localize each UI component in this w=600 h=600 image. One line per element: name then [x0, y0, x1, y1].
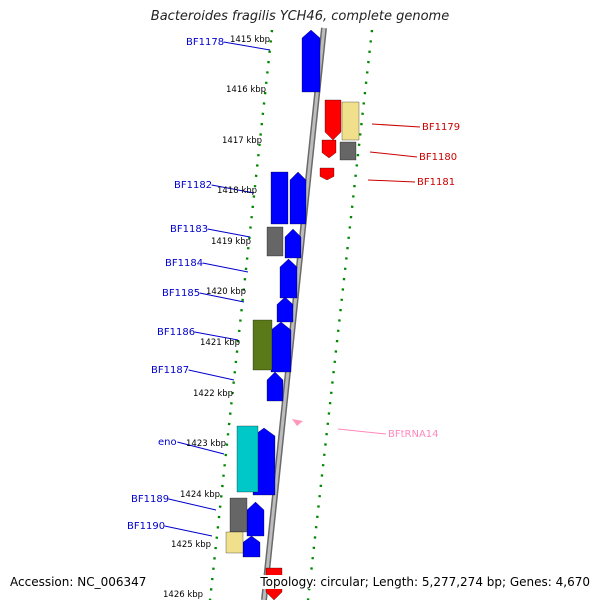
scale-label: 1421 kbp	[200, 338, 240, 348]
gene-leader-bf1181	[367, 179, 416, 183]
gene-label-bf1187: BF1187	[151, 365, 189, 376]
gene-leader-bf1179	[371, 123, 421, 128]
gene-leader-bf1183	[207, 228, 251, 238]
gene-label-bf1183: BF1183	[170, 224, 208, 235]
map-title: Bacteroides fragilis YCH46, complete gen…	[150, 9, 450, 24]
left-dotted-guide	[208, 29, 274, 600]
cog-block-bf1182	[270, 171, 289, 225]
gene-block-bf1179	[324, 99, 342, 141]
gene-leader-bf1178	[223, 41, 271, 51]
scale-label: 1416 kbp	[226, 85, 266, 95]
scale-label: 1426 kbp	[163, 590, 203, 600]
gene-label-bf1182: BF1182	[174, 180, 212, 191]
gene-label-bf1184: BF1184	[165, 258, 203, 269]
gene-leader-bf1185	[199, 292, 245, 303]
gene-block-bf1185	[276, 296, 294, 323]
gene-leader-bf1180	[369, 151, 418, 158]
cog-block-bf1189	[229, 497, 248, 533]
scale-label: 1420 kbp	[206, 287, 246, 297]
gene-label-bftrna14: BFtRNA14	[388, 429, 439, 440]
gene-label-bf1186: BF1186	[157, 327, 195, 338]
genome-backbone	[261, 27, 327, 600]
gene-leader-eno	[177, 441, 225, 455]
dotted-guides	[208, 29, 374, 600]
gene-label-bf1190: BF1190	[127, 521, 165, 532]
gene-features	[225, 29, 360, 600]
scale-label: 1422 kbp	[193, 389, 233, 399]
gene-leader-bf1186	[194, 331, 239, 341]
gene-block-bf1181	[319, 167, 335, 181]
gene-block-bf1178	[301, 29, 321, 93]
gene-block-bf1182	[289, 171, 307, 225]
gene-block-bf1183	[284, 228, 302, 259]
genome-summary-text: Topology: circular; Length: 5,277,274 bp…	[258, 575, 590, 589]
gene-leader-bf1187	[188, 369, 235, 381]
gene-leader-bf1189	[168, 498, 217, 511]
gene-leader-bf1184	[202, 262, 249, 273]
gene-block-bf1186	[270, 321, 292, 373]
backbone-highlight	[262, 27, 326, 600]
gene-label-bf1180: BF1180	[419, 152, 457, 163]
gene-block-bf1184	[279, 258, 298, 299]
gene-block-bf1190	[242, 535, 261, 558]
gene-label-bf1179: BF1179	[422, 122, 460, 133]
cog-block-bf1179	[341, 101, 360, 141]
gene-block-bf1189	[246, 501, 265, 537]
gene-leader-bf1190	[164, 525, 213, 537]
scale-label: 1419 kbp	[211, 237, 251, 247]
scale-labels: 1415 kbp 1416 kbp 1417 kbp 1418 kbp 1419 kbp…	[163, 35, 270, 600]
cog-block-bf1186	[252, 319, 273, 371]
gene-block-bf1180	[321, 139, 337, 159]
trna-marker	[292, 419, 303, 426]
gene-leader-bf1182	[211, 184, 255, 194]
accession-text: Accession: NC_006347	[10, 575, 149, 589]
gene-labels: BF1178 BF1182 BF1183 BF1184 BF1185 BF1186 BF11…	[127, 37, 460, 537]
cog-block-eno	[236, 425, 259, 493]
gene-label-bf1189: BF1189	[131, 494, 169, 505]
scale-label: 1423 kbp	[186, 439, 226, 449]
scale-label: 1417 kbp	[222, 136, 262, 146]
gene-label-eno: eno	[158, 437, 177, 448]
gene-leader-bftrna14	[337, 428, 387, 435]
scale-label: 1424 kbp	[180, 490, 220, 500]
scale-label: 1418 kbp	[217, 186, 257, 196]
gene-block-bf1187	[266, 371, 284, 402]
scale-label: 1415 kbp	[230, 35, 270, 45]
right-dotted-guide	[306, 29, 374, 600]
cog-block-bf1180	[339, 141, 357, 161]
gene-label-bf1181: BF1181	[417, 177, 455, 188]
cog-block-bf1190	[225, 531, 244, 554]
cog-block-bf1183	[266, 226, 284, 257]
gene-label-bf1178: BF1178	[186, 37, 224, 48]
gene-label-bf1185: BF1185	[162, 288, 200, 299]
scale-label: 1425 kbp	[171, 540, 211, 550]
